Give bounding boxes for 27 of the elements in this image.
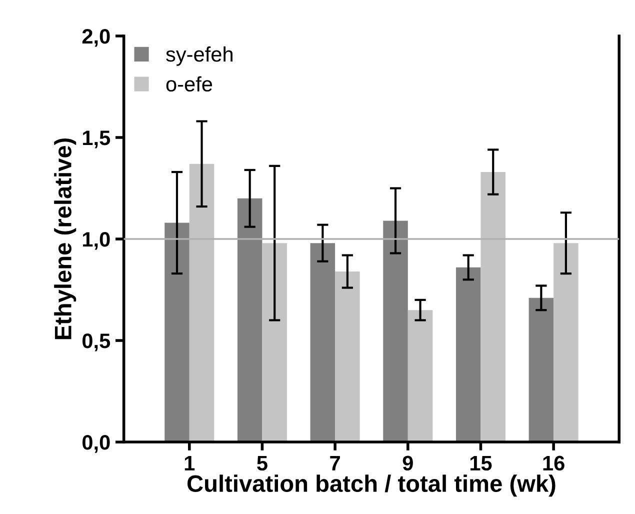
x-tick-label: 5 [257,456,268,471]
bar [383,220,408,442]
bar [335,271,360,442]
bar [189,164,214,442]
x-axis-title: Cultivation batch / total time (wk) [187,474,556,497]
x-tick-label: 16 [543,456,564,471]
x-tick-label: 15 [470,456,492,471]
bar [237,198,262,442]
bar [528,298,554,442]
bar [480,172,506,442]
bar [408,310,433,442]
bar [164,222,190,442]
x-tick-label: 1 [184,456,195,470]
y-tick-label: 0,5 [82,334,110,352]
bar [456,267,481,442]
legend-label: o-efe [166,76,212,92]
bar [262,243,287,442]
y-tick-label: 1,0 [82,232,110,250]
bar [310,243,336,442]
x-tick-label: 9 [402,456,413,471]
y-tick-label: 2,0 [82,28,110,47]
legend-label: sy-efeh [166,46,232,66]
y-axis-title: Ethylene (relative) [54,138,76,340]
x-tick-label: 7 [330,456,340,470]
y-tick-label: 1,5 [82,130,110,148]
y-tick-label: 0,0 [82,435,110,453]
bar [554,243,578,442]
